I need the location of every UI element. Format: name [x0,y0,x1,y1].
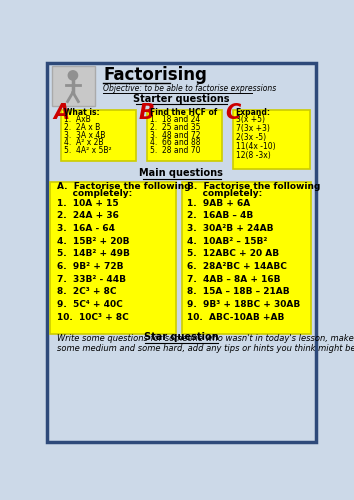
Text: 5.  4A² x 5B²: 5. 4A² x 5B² [64,146,112,155]
Circle shape [68,71,78,80]
Text: 4.  10AB² – 15B²: 4. 10AB² – 15B² [187,236,267,246]
Text: 7(3x +3): 7(3x +3) [236,124,269,133]
Text: B.  Factorise the following: B. Factorise the following [187,182,320,190]
Text: 4.  A² x 2B: 4. A² x 2B [64,138,104,147]
Text: 2.  2A x B: 2. 2A x B [64,123,101,132]
Text: 5.  28 and 70: 5. 28 and 70 [150,146,201,155]
Text: 6.  9B² + 72B: 6. 9B² + 72B [57,262,123,271]
Text: Find the HCF of: Find the HCF of [150,108,218,118]
Text: completely:: completely: [187,188,262,198]
Text: 1.  18 and 24: 1. 18 and 24 [150,116,201,124]
Text: Write some questions for someone who wasn't in today's lesson, make some easy,
s: Write some questions for someone who was… [57,334,354,353]
Text: 9.  9B³ + 18BC + 30AB: 9. 9B³ + 18BC + 30AB [187,300,300,309]
FancyBboxPatch shape [182,182,311,334]
Text: Factorising: Factorising [103,66,207,84]
FancyBboxPatch shape [233,110,310,170]
Text: Star question: Star question [144,332,219,342]
Text: 3(x +5): 3(x +5) [236,116,265,124]
Text: 9.  5C⁴ + 40C: 9. 5C⁴ + 40C [57,300,122,309]
Text: 3.  30A²B + 24AB: 3. 30A²B + 24AB [187,224,273,233]
Text: 3.  3A x 4B: 3. 3A x 4B [64,131,106,140]
Text: B: B [139,102,155,122]
Text: 2.  16AB – 4B: 2. 16AB – 4B [187,211,253,220]
Text: A.  Factorise the following: A. Factorise the following [57,182,190,190]
Text: 8.  2C³ + 8C: 8. 2C³ + 8C [57,288,116,296]
Text: 11(4x -10): 11(4x -10) [236,142,275,151]
Text: 10.  10C³ + 8C: 10. 10C³ + 8C [57,313,129,322]
Text: 4.  66 and 88: 4. 66 and 88 [150,138,201,147]
Text: Main questions: Main questions [139,168,223,178]
Text: Objective: to be able to factorise expressions: Objective: to be able to factorise expre… [103,84,276,93]
Text: 1.  AxB: 1. AxB [64,116,91,124]
FancyBboxPatch shape [51,182,176,334]
Text: 1.  10A + 15: 1. 10A + 15 [57,198,118,207]
Text: 3.  48 and 72: 3. 48 and 72 [150,131,201,140]
Text: What is:: What is: [64,108,100,118]
FancyBboxPatch shape [52,66,95,106]
Text: 10.  ABC-10AB +AB: 10. ABC-10AB +AB [187,313,284,322]
FancyBboxPatch shape [61,110,136,161]
Text: 2.  25 and 35: 2. 25 and 35 [150,123,201,132]
Text: 1.  9AB + 6A: 1. 9AB + 6A [187,198,250,207]
Text: C: C [225,102,240,122]
Text: 2.  24A + 36: 2. 24A + 36 [57,211,119,220]
Text: Starter questions: Starter questions [133,94,230,104]
Text: 6.  28A²BC + 14ABC: 6. 28A²BC + 14ABC [187,262,287,271]
Text: completely:: completely: [57,188,132,198]
Text: 2(3x -5): 2(3x -5) [236,133,266,142]
FancyBboxPatch shape [147,110,222,161]
Text: 7.  4AB – 8A + 16B: 7. 4AB – 8A + 16B [187,275,280,284]
Text: 4.  15B² + 20B: 4. 15B² + 20B [57,236,129,246]
Text: 3.  16A - 64: 3. 16A - 64 [57,224,115,233]
Text: 5.  14B² + 49B: 5. 14B² + 49B [57,250,130,258]
Text: A: A [53,102,70,122]
Text: Expand:: Expand: [236,108,271,118]
Text: 12(8 -3x): 12(8 -3x) [236,151,270,160]
Text: 7.  33B² - 44B: 7. 33B² - 44B [57,275,126,284]
Text: 5.  12ABC + 20 AB: 5. 12ABC + 20 AB [187,250,279,258]
FancyBboxPatch shape [47,63,315,442]
Text: 8.  15A – 18B – 21AB: 8. 15A – 18B – 21AB [187,288,290,296]
